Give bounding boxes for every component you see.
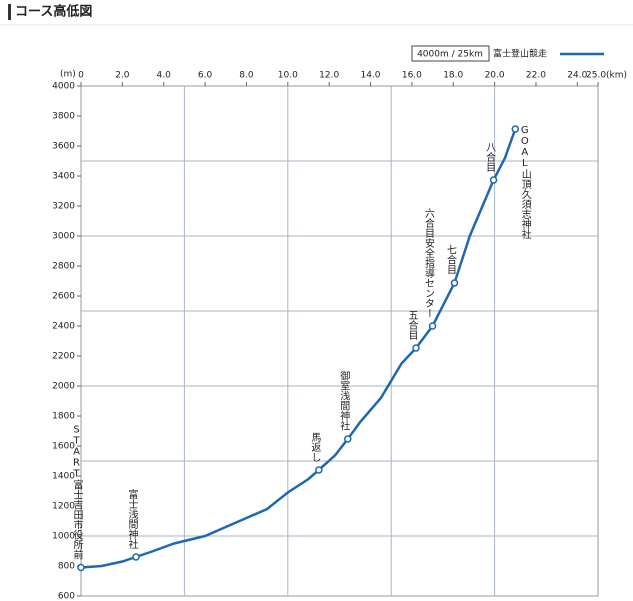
checkpoint-label: GOAL山頂久須志神社 (519, 125, 531, 240)
x-tick-label: 0 (78, 71, 84, 81)
scale-label: 4000m / 25km (417, 50, 483, 60)
title-bar (8, 4, 11, 20)
checkpoint-label: 馬返し (309, 432, 321, 462)
x-tick-label: 8.0 (239, 71, 254, 81)
checkpoint-label: 七合目 (444, 245, 456, 275)
x-tick-label: 18.0 (443, 71, 463, 81)
y-tick-label: 1800 (52, 412, 75, 422)
checkpoint (344, 435, 352, 443)
x-tick-label: 20.0 (485, 71, 505, 81)
checkpoint (412, 344, 420, 352)
x-tick-label: 4.0 (157, 71, 172, 81)
checkpoint-label: 御室浅間神社 (338, 370, 350, 432)
y-tick-label: 1600 (52, 442, 75, 452)
y-tick-label: 4000 (52, 82, 75, 92)
plot-frame (80, 85, 599, 597)
y-tick-label: 3600 (52, 142, 75, 152)
elevation-line (80, 128, 517, 569)
y-tick-label: 3000 (52, 232, 75, 242)
y-tick-label: 1400 (52, 472, 75, 482)
y-tick-label: 2400 (52, 322, 75, 332)
y-tick-label: 2200 (52, 352, 75, 362)
checkpoint-label: 六合目安全指導センター (423, 208, 435, 318)
x-tick-label: 14.0 (360, 71, 380, 81)
checkpoint-label: 八合目 (484, 142, 496, 172)
checkpoint (489, 176, 498, 184)
checkpoint (132, 553, 140, 561)
chart-title: コース高低図 (15, 4, 92, 20)
checkpoint-label: 五合目 (406, 310, 418, 340)
x-tick-label: 16.0 (402, 71, 422, 81)
y-tick-label: 600 (58, 592, 75, 601)
y-tick-label: 3800 (52, 112, 75, 122)
checkpoint (428, 322, 437, 330)
legend-label: 富士登山競走 (493, 48, 547, 60)
checkpoint (77, 563, 85, 572)
scale-box (411, 45, 490, 62)
y-tick-label: 2600 (52, 292, 75, 302)
y-unit: (m) (60, 70, 76, 80)
x-tick-label: 25.0(km) (586, 71, 627, 81)
y-tick-label: 800 (58, 562, 75, 572)
y-tick-label: 3200 (52, 202, 75, 212)
x-tick-label: 6.0 (198, 71, 213, 81)
x-tick-label: 22.0 (526, 71, 546, 81)
y-tick-label: 2000 (52, 382, 75, 392)
checkpoint (450, 279, 459, 287)
x-tick-label: 24.0 (567, 71, 587, 81)
y-tick-label: 3400 (52, 172, 75, 182)
y-tick-label: 1000 (52, 532, 75, 542)
y-tick-label: 1200 (52, 502, 75, 512)
y-tick-label: 2800 (52, 262, 75, 272)
x-tick-label: 10.0 (278, 71, 298, 81)
x-tick-label: 2.0 (115, 71, 130, 81)
checkpoint-label: START富士吉田市役所前 (71, 425, 83, 561)
checkpoint (511, 125, 520, 133)
x-tick-label: 12.0 (319, 71, 339, 81)
checkpoint (315, 466, 323, 474)
checkpoint-label: 富士浅間神社 (126, 488, 138, 550)
